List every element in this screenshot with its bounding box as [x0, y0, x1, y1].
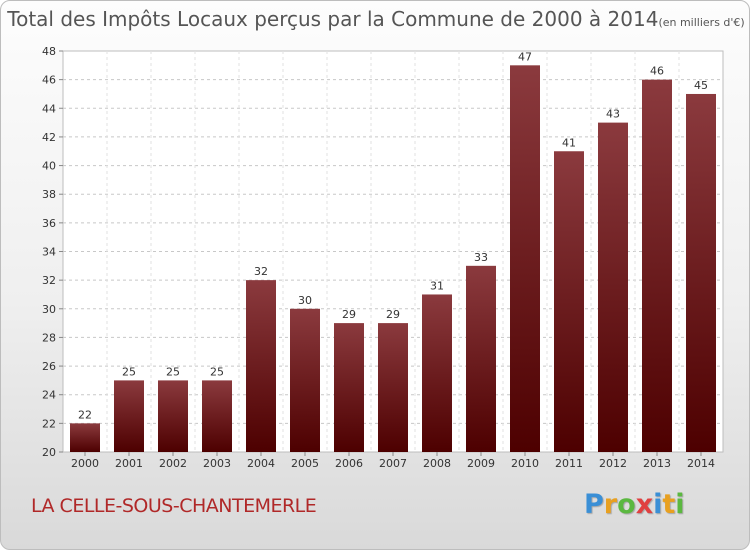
bar-2010	[510, 65, 540, 453]
y-tick-label: 36	[42, 217, 56, 230]
bar-2001	[114, 380, 144, 452]
data-label-2002: 25	[166, 365, 180, 378]
data-label-2004: 32	[254, 265, 268, 278]
logo-letter: o	[617, 489, 636, 520]
bar-2007	[378, 323, 408, 452]
x-tick-label: 2004	[247, 457, 275, 470]
data-label-2000: 22	[78, 408, 92, 421]
bar-2005	[290, 308, 320, 452]
x-tick-label: 2002	[159, 457, 187, 470]
logo-letter: r	[603, 489, 618, 520]
y-tick-label: 42	[42, 131, 56, 144]
bar-2000	[70, 423, 100, 452]
y-tick-label: 22	[42, 417, 56, 430]
bar-2003	[202, 380, 232, 452]
bar-2006	[334, 323, 364, 452]
logo-letter: i	[653, 489, 663, 520]
data-label-2009: 33	[474, 251, 488, 264]
y-tick-label: 28	[42, 331, 56, 344]
y-tick-label: 34	[42, 246, 56, 259]
data-label-2012: 43	[606, 108, 620, 121]
bar-2009	[466, 265, 496, 452]
x-tick-label: 2012	[599, 457, 627, 470]
logo-letter: t	[662, 489, 676, 520]
bar-2004	[246, 280, 276, 452]
data-label-2014: 45	[694, 79, 708, 92]
x-tick-label: 2008	[423, 457, 451, 470]
logo-letter: x	[635, 489, 654, 520]
x-tick-label: 2006	[335, 457, 363, 470]
bar-2014	[686, 93, 716, 452]
y-tick-label: 20	[42, 446, 56, 459]
commune-name: LA CELLE-SOUS-CHANTEMERLE	[31, 495, 317, 517]
data-label-2001: 25	[122, 365, 136, 378]
y-tick-label: 46	[42, 74, 56, 87]
x-tick-label: 2007	[379, 457, 407, 470]
data-label-2005: 30	[298, 294, 312, 307]
data-label-2003: 25	[210, 365, 224, 378]
data-label-2008: 31	[430, 279, 444, 292]
data-label-2011: 41	[562, 136, 576, 149]
x-tick-label: 2001	[115, 457, 143, 470]
y-tick-label: 24	[42, 389, 56, 402]
x-tick-label: 2000	[71, 457, 99, 470]
y-tick-label: 30	[42, 303, 56, 316]
data-label-2007: 29	[386, 308, 400, 321]
data-label-2006: 29	[342, 308, 356, 321]
x-tick-label: 2010	[511, 457, 539, 470]
data-label-2013: 46	[650, 65, 664, 78]
data-label-2010: 47	[518, 50, 532, 63]
proxiti-logo: Proxiti	[584, 489, 685, 520]
bar-2013	[642, 79, 672, 453]
logo-letter: P	[584, 489, 604, 520]
y-tick-label: 38	[42, 188, 56, 201]
bar-2008	[422, 294, 452, 452]
chart-unit: (en milliers d'€)	[658, 16, 745, 29]
y-tick-label: 48	[42, 45, 56, 58]
x-tick-label: 2005	[291, 457, 319, 470]
x-tick-label: 2009	[467, 457, 495, 470]
x-tick-label: 2003	[203, 457, 231, 470]
x-tick-label: 2014	[687, 457, 715, 470]
y-tick-label: 40	[42, 160, 56, 173]
y-tick-label: 26	[42, 360, 56, 373]
y-tick-label: 44	[42, 102, 56, 115]
chart-title-line: Total des Impôts Locaux perçus par la Co…	[1, 7, 749, 31]
y-tick-label: 32	[42, 274, 56, 287]
bar-2011	[554, 151, 584, 452]
chart-title: Total des Impôts Locaux perçus par la Co…	[7, 7, 659, 31]
bar-2012	[598, 122, 628, 452]
x-tick-label: 2011	[555, 457, 583, 470]
bar-2002	[158, 380, 188, 452]
logo-letter: i	[675, 489, 685, 520]
x-tick-label: 2013	[643, 457, 671, 470]
